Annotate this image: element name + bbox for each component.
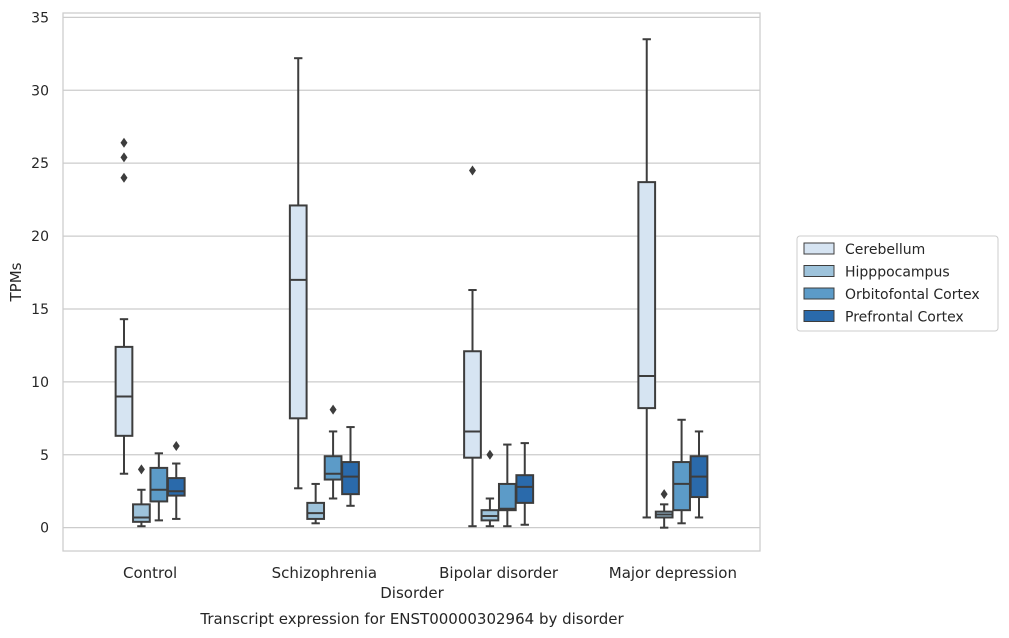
figure-caption: Transcript expression for ENST0000030296…: [200, 610, 624, 628]
box-prefrontal-cortex: [515, 442, 535, 526]
box-layer: [114, 38, 709, 529]
box-plot-chart: 0 5 10 15 20 25 30 35 Control Schizophrenia Bipol…: [7, 10, 999, 602]
box-cerebellum: [288, 57, 308, 490]
y-tick-label: 30: [31, 83, 49, 99]
iqr-box: [515, 474, 535, 504]
box-hipppocampus: [306, 482, 326, 525]
y-tick-label: 10: [31, 375, 49, 391]
y-tick-label: 20: [31, 229, 49, 245]
iqr-box: [132, 503, 151, 523]
y-tick-label: 25: [31, 156, 49, 172]
box-prefrontal-cortex: [166, 441, 186, 520]
legend-entry-label: Cerebellum: [845, 242, 925, 258]
outlier-marker: [120, 172, 128, 183]
legend-swatch: [803, 287, 835, 300]
y-tick-label: 15: [31, 302, 49, 318]
iqr-box: [497, 482, 517, 512]
iqr-box: [463, 350, 482, 459]
outlier-marker: [329, 404, 337, 415]
plot-frame: [62, 12, 761, 552]
x-tick-label: Schizophrenia: [272, 564, 377, 582]
box-orbitofontal-cortex: [497, 443, 517, 528]
legend-entry-label: Orbitofontal Cortex: [845, 287, 980, 303]
legend: Cerebellum Hipppocampus Orbitofontal Corte…: [796, 235, 999, 332]
box-prefrontal-cortex: [341, 426, 360, 507]
box-hipppocampus: [132, 464, 151, 528]
outlier-marker: [137, 464, 145, 475]
legend-frame: [796, 235, 999, 332]
box-cerebellum: [114, 137, 134, 475]
iqr-box: [166, 477, 186, 497]
x-axis-label: Disorder: [380, 584, 444, 602]
x-tick-label: Bipolar disorder: [439, 564, 559, 582]
legend-swatch: [803, 265, 835, 277]
legend-swatch: [803, 242, 835, 255]
box-cerebellum: [637, 38, 657, 519]
iqr-box: [114, 345, 134, 437]
box-orbitofontal-cortex: [323, 404, 343, 500]
iqr-box: [149, 466, 169, 503]
legend-entry-label: Hipppocampus: [845, 265, 950, 281]
iqr-box: [288, 204, 308, 420]
outlier-marker: [120, 152, 128, 163]
legend-swatch: [803, 310, 835, 322]
iqr-box: [672, 461, 691, 512]
y-tick-label: 0: [40, 521, 49, 537]
outlier-marker: [172, 441, 180, 452]
box-orbitofontal-cortex: [672, 418, 691, 525]
gridlines: [63, 16, 760, 529]
iqr-box: [637, 181, 657, 410]
y-tick-label: 35: [31, 10, 49, 26]
x-tick-label: Major depression: [609, 564, 737, 582]
y-tick-label: 5: [40, 448, 49, 464]
box-prefrontal-cortex: [689, 430, 709, 519]
legend-entry-label: Prefrontal Cortex: [845, 310, 964, 326]
iqr-box: [306, 501, 326, 520]
box-hipppocampus: [654, 489, 674, 529]
box-hipppocampus: [480, 449, 500, 528]
y-tick-labels: 0 5 10 15 20 25 30 35: [31, 10, 49, 536]
outlier-marker: [468, 165, 476, 176]
x-tick-labels: Control Schizophrenia Bipolar disorder Majo…: [123, 564, 737, 582]
outlier-marker: [486, 449, 494, 460]
y-axis-label: TPMs: [7, 262, 25, 302]
box-orbitofontal-cortex: [149, 452, 169, 522]
iqr-box: [341, 461, 360, 496]
x-tick-label: Control: [123, 564, 177, 582]
iqr-box: [323, 455, 343, 481]
outlier-marker: [120, 137, 128, 148]
box-cerebellum: [463, 165, 482, 528]
outlier-marker: [660, 489, 668, 500]
